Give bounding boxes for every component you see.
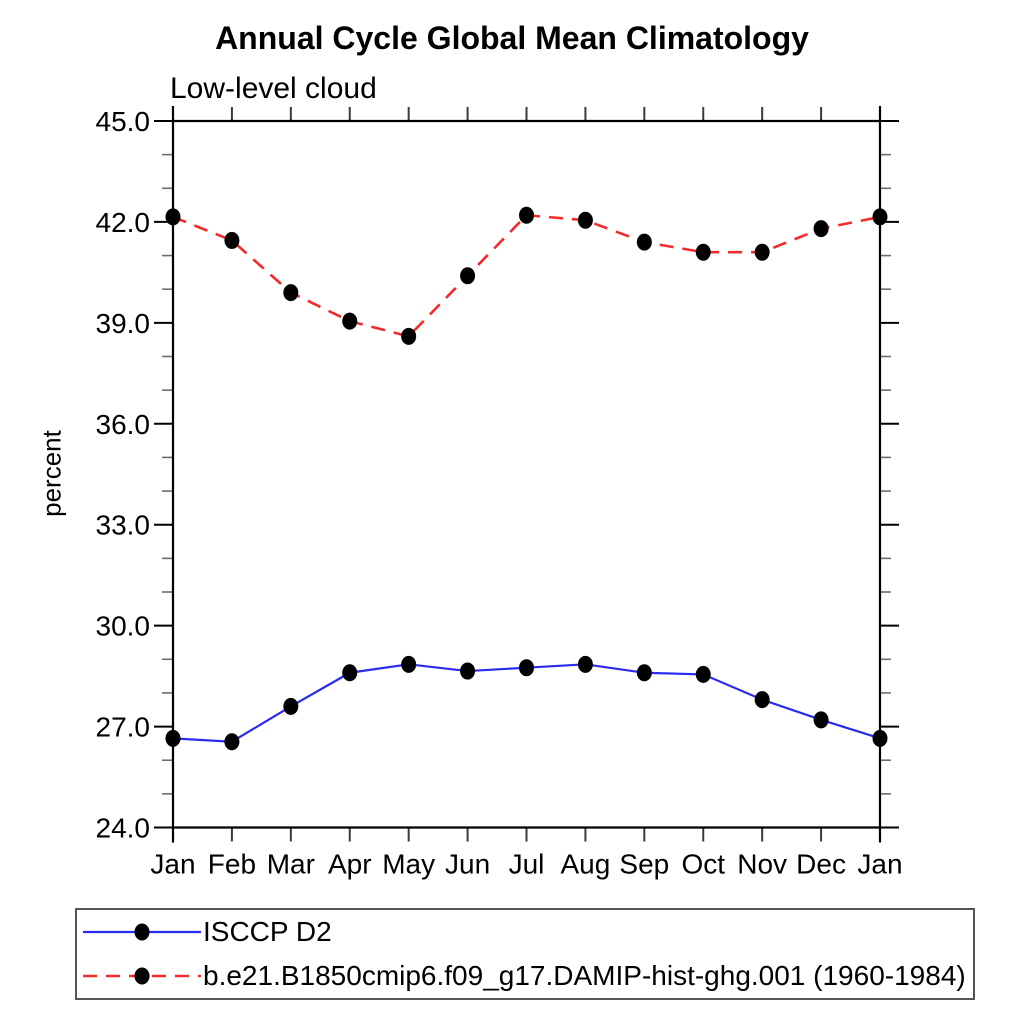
x-tick-label: Oct: [681, 849, 725, 880]
data-point-marker: [283, 284, 299, 302]
data-point-marker: [636, 664, 652, 682]
data-point-marker: [813, 711, 829, 729]
legend-line-sample: [83, 923, 201, 941]
data-point-marker: [165, 208, 181, 226]
legend-row: b.e21.B1850cmip6.f09_g17.DAMIP-hist-ghg.…: [81, 956, 973, 996]
series-line: [172, 213, 881, 338]
x-tick-label: May: [382, 849, 435, 880]
data-point-marker: [872, 208, 888, 226]
data-point-marker: [695, 665, 711, 683]
y-tick-label: 42.0: [96, 207, 151, 238]
legend-row: ISCCP D2: [81, 912, 973, 952]
y-tick-label: 45.0: [96, 106, 151, 137]
x-tick-label: Feb: [208, 849, 256, 880]
data-point-marker: [165, 729, 181, 747]
legend-label: b.e21.B1850cmip6.f09_g17.DAMIP-hist-ghg.…: [203, 960, 966, 991]
y-tick-label: 30.0: [96, 611, 151, 642]
data-point-marker: [577, 655, 593, 673]
x-tick-label: Nov: [737, 849, 787, 880]
y-tick-label: 39.0: [96, 308, 151, 339]
data-point-marker: [401, 655, 417, 673]
data-point-marker: [224, 733, 240, 751]
x-tick-label: Jul: [509, 849, 545, 880]
y-tick-label: 24.0: [96, 813, 151, 844]
data-point-marker: [460, 267, 476, 285]
x-tick-label: Jun: [445, 849, 490, 880]
data-point-marker: [519, 206, 534, 224]
legend-marker-icon: [134, 923, 150, 941]
x-tick-label: Dec: [796, 849, 846, 880]
data-point-marker: [872, 729, 888, 747]
data-point-marker: [695, 243, 711, 261]
legend: ISCCP D2 b.e21.B1850cmip6.f09_g17.DAMIP-h…: [75, 908, 975, 1000]
data-point-marker: [519, 659, 534, 677]
data-point-marker: [401, 327, 417, 345]
x-tick-label: Aug: [561, 849, 611, 880]
x-tick-label: Mar: [267, 849, 315, 880]
data-point-marker: [754, 243, 770, 261]
data-point-marker: [342, 312, 358, 330]
data-point-marker: [224, 231, 240, 249]
data-point-marker: [577, 211, 593, 229]
data-point-marker: [460, 662, 476, 680]
data-point-marker: [283, 697, 299, 715]
data-point-marker: [754, 691, 770, 709]
legend-label: ISCCP D2: [203, 916, 332, 947]
legend-marker-icon: [134, 967, 150, 985]
legend-line-sample: [83, 967, 201, 985]
y-tick-label: 36.0: [96, 409, 151, 440]
chart-title: Annual Cycle Global Mean Climatology: [215, 20, 809, 56]
y-tick-label: 27.0: [96, 712, 151, 743]
y-tick-label: 33.0: [96, 510, 151, 541]
data-point-marker: [342, 664, 358, 682]
x-tick-label: Sep: [619, 849, 669, 880]
x-tick-label: Jan: [857, 849, 902, 880]
data-point-marker: [813, 220, 829, 238]
data-point-marker: [636, 233, 652, 251]
x-tick-label: Apr: [328, 849, 372, 880]
chart-subtitle: Low-level cloud: [170, 72, 377, 105]
x-tick-label: Jan: [150, 849, 195, 880]
